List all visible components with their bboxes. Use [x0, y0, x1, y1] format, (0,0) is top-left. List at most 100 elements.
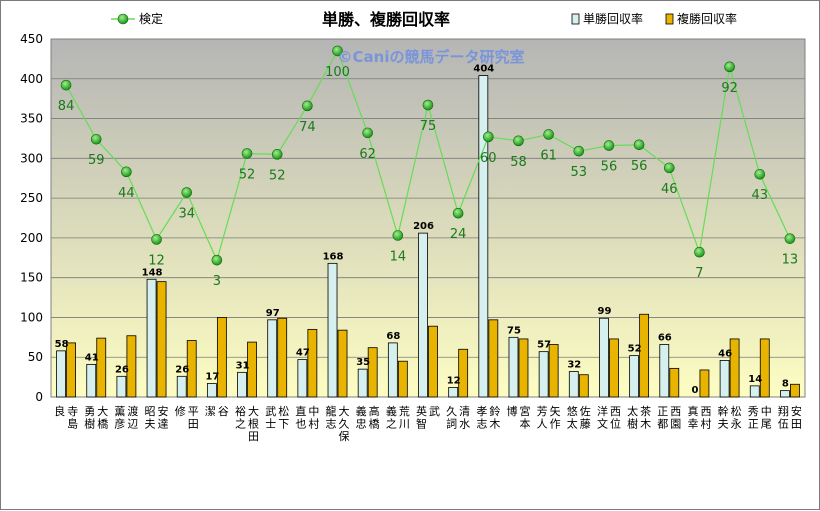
category-char: 橋: [369, 417, 380, 431]
category-char: 寺: [67, 405, 78, 418]
y-tick-label: 150: [20, 271, 43, 285]
legend-label-tansho: 単勝回収率: [583, 11, 643, 26]
category-char: 佐: [580, 404, 591, 418]
category-char: 村: [700, 417, 711, 431]
category-char: 幹: [718, 404, 729, 418]
category-char: 洋: [597, 404, 608, 418]
tansho-data-label: 97: [266, 308, 280, 319]
kentei-data-label: 59: [88, 153, 105, 168]
kentei-marker: [663, 162, 675, 174]
tansho-bar: [146, 278, 157, 398]
kentei-marker: [332, 45, 343, 57]
tansho-data-label: 8: [782, 379, 789, 390]
fukusho-bar: [337, 329, 348, 398]
y-tick-label: 200: [20, 231, 43, 245]
kentei-marker: [724, 61, 735, 73]
kentei-data-label: 100: [325, 65, 350, 80]
category-char: 橋: [97, 417, 108, 431]
tansho-bar: [568, 371, 579, 398]
category-char: 義: [356, 404, 367, 418]
fukusho-bar: [397, 360, 408, 398]
tansho-data-label: 26: [115, 364, 129, 375]
tansho-bar: [448, 387, 459, 398]
kentei-data-label: 24: [450, 227, 467, 242]
category-label: 武英智: [416, 404, 440, 431]
tansho-bar: [538, 351, 549, 398]
category-char: 西: [610, 405, 621, 418]
y-tick-label: 250: [20, 191, 43, 205]
kentei-data-label: 75: [420, 119, 437, 134]
tansho-data-label: 17: [205, 371, 219, 382]
category-char: 樹: [84, 418, 95, 431]
tansho-bar: [297, 359, 308, 398]
plot-area: [50, 38, 806, 398]
tansho-data-label: 52: [628, 344, 642, 355]
category-char: 大: [339, 404, 350, 418]
category-char: 川: [399, 418, 410, 431]
category-char: 翔: [778, 404, 789, 418]
kentei-marker: [784, 233, 796, 244]
fukusho-bar: [609, 338, 619, 398]
category-char: 文: [597, 417, 608, 431]
tansho-bar: [357, 368, 368, 398]
category-char: 茶: [640, 405, 651, 418]
tansho-bar: [599, 317, 609, 398]
category-char: 矢: [550, 404, 561, 418]
category-char: 太: [627, 405, 638, 418]
category-char: 渡: [127, 404, 138, 418]
kentei-marker: [694, 246, 705, 258]
kentei-marker: [573, 145, 585, 157]
category-char: 久: [339, 418, 350, 431]
y-tick-label: 400: [20, 72, 43, 86]
category-char: 正: [748, 418, 759, 431]
category-char: 也: [295, 418, 306, 431]
category-char: 伍: [778, 418, 789, 431]
kentei-data-label: 84: [58, 99, 75, 114]
kentei-data-label: 60: [480, 151, 497, 166]
kentei-data-label: 12: [148, 253, 165, 268]
tansho-bar: [327, 262, 338, 398]
chart-title: 単勝、複勝回収率: [322, 10, 450, 29]
kentei-marker: [754, 168, 766, 180]
category-char: 直: [295, 404, 306, 418]
kentei-data-label: 13: [782, 253, 799, 268]
category-char: 辺: [127, 418, 138, 431]
kentei-data-label: 61: [540, 148, 557, 163]
kentei-data-label: 3: [213, 274, 221, 289]
tansho-data-label: 57: [537, 340, 551, 351]
category-char: 智: [416, 417, 427, 431]
chart-header: 単勝、複勝回収率 ©Caniの競馬データ研究室: [322, 10, 524, 66]
category-label: 宮本博: [506, 404, 530, 431]
category-char: 田: [188, 418, 199, 431]
category-char: 位: [610, 417, 621, 431]
category-char: 久: [446, 405, 457, 418]
plot-background: [50, 38, 806, 398]
kentei-marker: [452, 207, 464, 219]
category-char: 士: [265, 418, 276, 431]
category-char: 田: [791, 418, 802, 431]
y-tick-label: 50: [28, 350, 43, 364]
tansho-data-label: 47: [296, 348, 310, 359]
category-char: 島: [67, 417, 78, 431]
category-char: 之: [235, 417, 246, 431]
tansho-bar: [719, 360, 730, 398]
tansho-bar: [387, 342, 398, 398]
kentei-data-label: 7: [695, 266, 703, 281]
fukusho-bar: [488, 319, 499, 398]
category-char: 荒: [399, 405, 410, 418]
category-char: 人: [537, 418, 548, 431]
tansho-bar: [116, 375, 127, 398]
tansho-data-label: 0: [691, 385, 698, 396]
